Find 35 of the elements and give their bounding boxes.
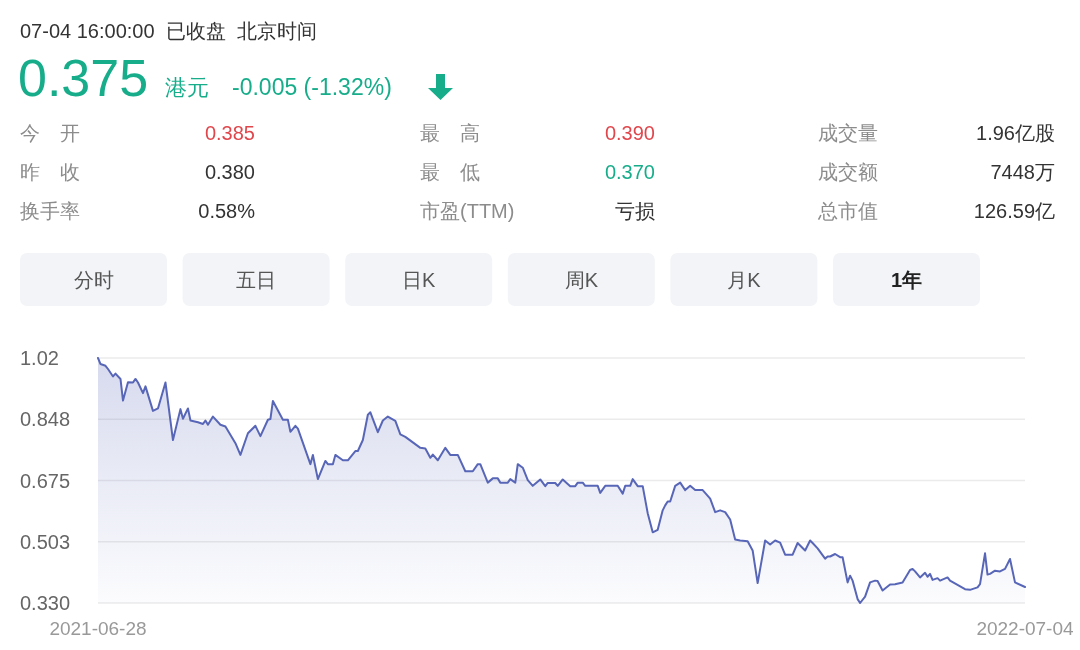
stat-label: 市盈(TTM) [420, 200, 515, 222]
tab: 日K [345, 253, 493, 306]
stat-label: 今 开 [20, 122, 80, 144]
change: -0.005 (-1.32%) [232, 74, 392, 100]
stat-label: 成交额 [818, 161, 878, 183]
stat-value: 1.96亿股 [976, 122, 1055, 144]
x-tick-label: 2021-06-28 [49, 618, 147, 639]
stat-value: 7448万 [990, 161, 1055, 183]
stat-value: 126.59亿 [973, 200, 1055, 222]
y-tick-label: 0.330 [20, 592, 71, 614]
y-tick-label: 1.02 [20, 347, 59, 369]
stat-value: 亏损 [615, 200, 655, 222]
tab: 1年 [833, 253, 980, 306]
stat-label: 最 低 [420, 161, 480, 183]
y-tick-label: 0.675 [20, 469, 71, 492]
stat-label: 换手率 [20, 200, 80, 222]
tab: 五日 [182, 253, 330, 306]
status: 07-04 16:00:00 已收盘 北京时间 [20, 20, 317, 42]
stat-label: 总市值 [818, 200, 878, 222]
stat-value: 0.390 [604, 122, 655, 144]
stat-value: 0.58% [198, 200, 255, 222]
stat-label: 成交量 [818, 122, 878, 144]
tab: 周K [507, 253, 655, 306]
stat-value: 0.385 [204, 122, 255, 144]
stat-label: 昨 收 [20, 161, 80, 183]
stat-value: 0.380 [204, 161, 255, 183]
price: 0.375 [18, 49, 149, 107]
x-tick-label: 2022-07-04 [976, 618, 1075, 639]
currency: 港元 [165, 75, 209, 100]
stat-value: 0.370 [604, 161, 655, 183]
stat-label: 最 高 [420, 122, 480, 144]
tab: 月K [670, 253, 818, 306]
tab: 分时 [20, 253, 167, 306]
y-tick-label: 0.503 [20, 530, 71, 553]
y-tick-label: 0.848 [20, 408, 71, 431]
